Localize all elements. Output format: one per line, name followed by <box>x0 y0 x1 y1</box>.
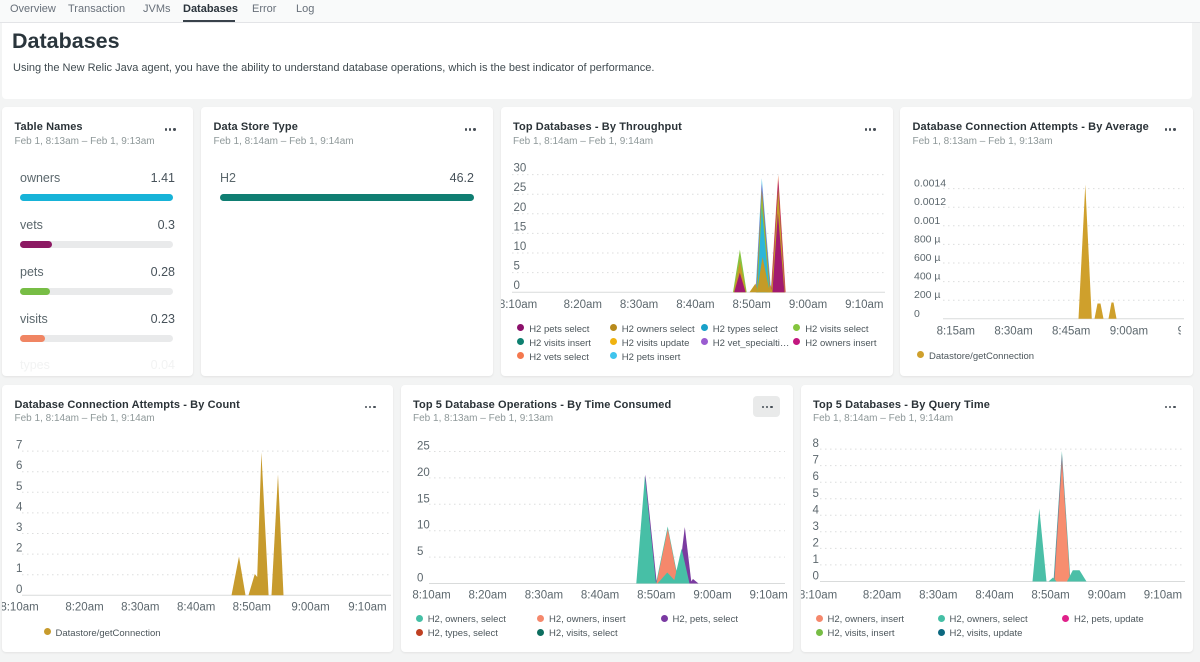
svg-text:10: 10 <box>513 241 526 253</box>
svg-text:400 µ: 400 µ <box>914 271 941 283</box>
svg-text:9:10am: 9:10am <box>1143 589 1181 601</box>
svg-text:8:20am: 8:20am <box>563 299 601 311</box>
svg-text:15: 15 <box>513 221 526 233</box>
svg-text:9: 9 <box>1178 326 1184 338</box>
svg-text:4: 4 <box>812 504 819 516</box>
svg-text:9:10am: 9:10am <box>749 589 787 601</box>
svg-text:9:10am: 9:10am <box>845 299 883 311</box>
svg-text:8:20am: 8:20am <box>65 601 103 613</box>
svg-text:8:50am: 8:50am <box>637 589 675 601</box>
svg-text:9:00am: 9:00am <box>693 589 731 601</box>
svg-text:9:00am: 9:00am <box>1087 589 1125 601</box>
svg-text:8:10am: 8:10am <box>412 589 450 601</box>
svg-text:3: 3 <box>812 520 818 532</box>
svg-text:8:45am: 8:45am <box>1052 326 1090 338</box>
svg-text:9:00am: 9:00am <box>1110 326 1148 338</box>
svg-text:8: 8 <box>812 438 818 450</box>
svg-text:7: 7 <box>16 439 22 451</box>
svg-text:8:40am: 8:40am <box>580 589 618 601</box>
svg-text:5: 5 <box>417 546 423 558</box>
svg-text:8:10am: 8:10am <box>501 299 537 311</box>
svg-text:9:00am: 9:00am <box>788 299 826 311</box>
svg-text:8:30am: 8:30am <box>619 299 657 311</box>
svg-text:6: 6 <box>812 471 818 483</box>
svg-text:25: 25 <box>513 182 526 194</box>
svg-text:5: 5 <box>16 480 22 492</box>
svg-text:8:20am: 8:20am <box>862 589 900 601</box>
svg-text:25: 25 <box>417 440 430 452</box>
svg-text:8:30am: 8:30am <box>994 326 1032 338</box>
svg-text:8:20am: 8:20am <box>468 589 506 601</box>
svg-text:8:10am: 8:10am <box>801 589 837 601</box>
svg-text:600 µ: 600 µ <box>914 252 941 264</box>
svg-text:8:50am: 8:50am <box>233 601 271 613</box>
svg-text:200 µ: 200 µ <box>914 289 941 301</box>
svg-text:3: 3 <box>16 522 22 534</box>
svg-text:8:40am: 8:40am <box>177 601 215 613</box>
svg-text:20: 20 <box>417 466 430 478</box>
svg-text:800 µ: 800 µ <box>914 233 941 245</box>
svg-text:1: 1 <box>16 563 22 575</box>
svg-text:2: 2 <box>812 537 818 549</box>
svg-text:9:10am: 9:10am <box>348 601 386 613</box>
svg-text:15: 15 <box>417 493 430 505</box>
svg-text:4: 4 <box>16 501 23 513</box>
svg-text:2: 2 <box>16 542 22 554</box>
svg-text:6: 6 <box>16 460 22 472</box>
svg-text:8:30am: 8:30am <box>919 589 957 601</box>
svg-text:20: 20 <box>513 202 526 214</box>
svg-text:5: 5 <box>812 487 818 499</box>
svg-text:0.001: 0.001 <box>914 215 940 227</box>
svg-text:8:40am: 8:40am <box>975 589 1013 601</box>
svg-text:1: 1 <box>812 553 818 565</box>
svg-text:7: 7 <box>812 454 818 466</box>
svg-text:8:30am: 8:30am <box>524 589 562 601</box>
svg-text:9:00am: 9:00am <box>291 601 329 613</box>
svg-text:8:40am: 8:40am <box>676 299 714 311</box>
svg-text:8:10am: 8:10am <box>2 601 39 613</box>
svg-text:0.0012: 0.0012 <box>914 196 946 208</box>
svg-text:8:30am: 8:30am <box>121 601 159 613</box>
svg-text:8:50am: 8:50am <box>1031 589 1069 601</box>
svg-text:0: 0 <box>417 572 423 584</box>
svg-text:8:15am: 8:15am <box>937 326 975 338</box>
svg-text:0: 0 <box>513 280 519 292</box>
svg-text:8:50am: 8:50am <box>732 299 770 311</box>
svg-text:0.0014: 0.0014 <box>914 178 946 190</box>
svg-text:10: 10 <box>417 519 430 531</box>
svg-text:5: 5 <box>513 261 519 273</box>
svg-text:0: 0 <box>812 570 818 582</box>
svg-text:0: 0 <box>914 308 920 320</box>
svg-text:30: 30 <box>513 163 526 175</box>
svg-text:0: 0 <box>16 583 22 595</box>
